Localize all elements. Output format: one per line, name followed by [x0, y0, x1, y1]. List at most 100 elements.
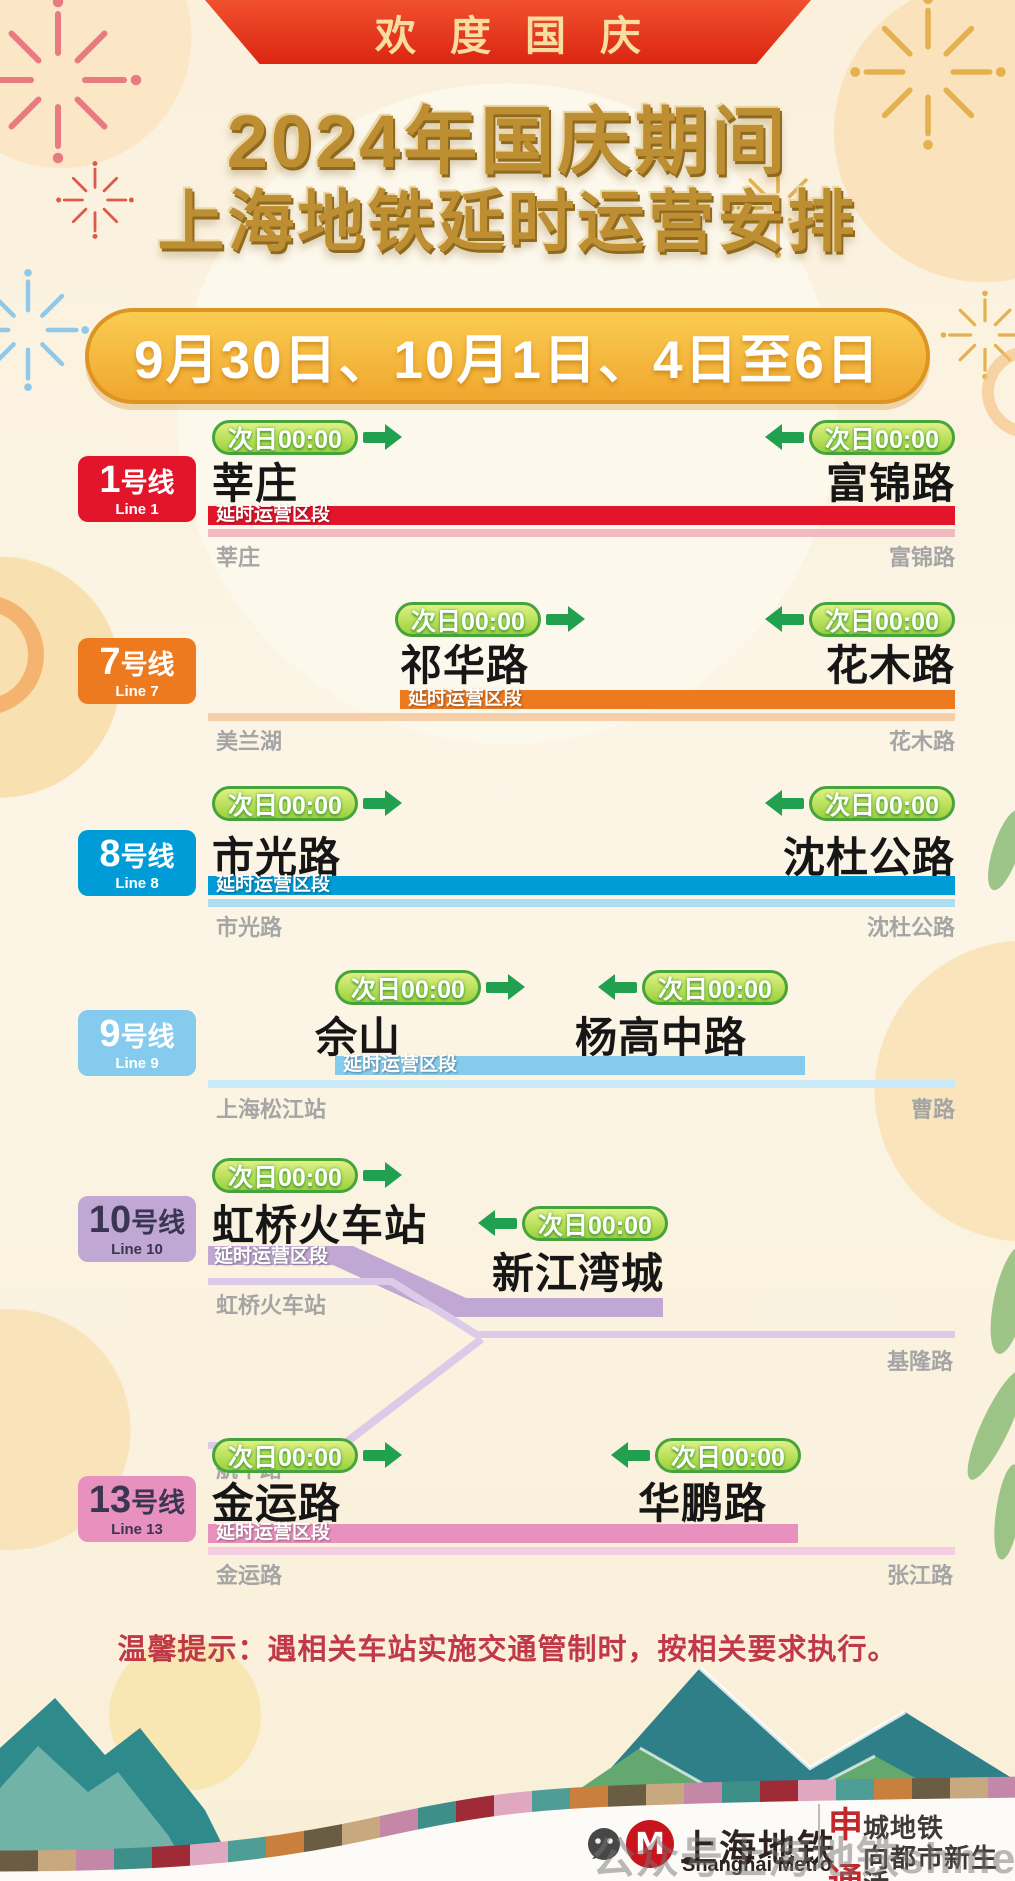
extended-time-text: 次日00:00 [809, 786, 955, 821]
left-terminal-name: 金运路 [216, 1563, 283, 1588]
extended-time-pill-right: 次日00:00 [762, 602, 955, 637]
watermark-text: 公众号上海地铁shmetro [592, 1835, 1015, 1881]
full-line-bar [208, 1080, 955, 1088]
full-line-bar [208, 899, 955, 907]
arrow-left-icon [780, 798, 805, 809]
arrow-right-icon [362, 424, 402, 450]
left-station-name: 祁华路 [400, 642, 530, 689]
line-number: 7 [99, 641, 121, 683]
line-8-badge: 8 号线 Line 8 [78, 830, 196, 896]
extended-segment-bar: 延时运营区段 [335, 1054, 805, 1075]
extended-time-text: 次日00:00 [212, 786, 358, 821]
extended-segment-bar: 延时运营区段 [208, 1522, 798, 1543]
extended-time-pill-left: 次日00:00 [212, 1158, 405, 1193]
line-number: 9 [99, 1013, 121, 1055]
right-station-name: 花木路 [825, 642, 955, 689]
line-suffix: 号线 [131, 1208, 186, 1238]
extended-time-text: 次日00:00 [335, 970, 481, 1005]
extended-segment-bar: 延时运营区段 [400, 688, 955, 709]
line-10-badge: 10 号线 Line 10 [78, 1196, 196, 1262]
line-8-badge-cn: 8 号线 [99, 835, 174, 873]
date-range-pill: 9月30日、10月1日、4日至6日 [85, 308, 930, 404]
left-station-name: 佘山 [315, 1014, 402, 1061]
extended-segment-bar: 延时运营区段 [208, 504, 955, 525]
left-station-name: 市光路 [212, 834, 342, 881]
extended-time-pill-right: 次日00:00 [608, 1438, 801, 1473]
left-station-name: 金运路 [212, 1480, 342, 1527]
arrow-right-icon [362, 1442, 402, 1468]
extended-time-pill-left: 次日00:00 [212, 420, 405, 455]
extended-time-text: 次日00:00 [212, 1158, 358, 1193]
line-suffix: 号线 [120, 842, 175, 872]
line-8-badge-en: Line 8 [115, 875, 159, 892]
line-suffix: 号线 [120, 1022, 175, 1052]
arrow-left-icon [626, 1450, 650, 1461]
line-7-badge-cn: 7 号线 [99, 643, 174, 681]
segment-label: 延时运营区段 [408, 688, 523, 709]
arrow-right-icon [362, 1162, 402, 1188]
extended-time-pill-left: 次日00:00 [212, 786, 405, 821]
date-range-text: 9月30日、10月1日、4日至6日 [134, 331, 881, 390]
right-terminal-name: 富锦路 [888, 545, 955, 570]
arrow-left-icon [613, 982, 637, 993]
left-terminal-name: 虹桥火车站 [216, 1293, 327, 1318]
left-station-name: 莘庄 [212, 460, 299, 507]
poster-title-line2: 上海地铁延时运营安排 [157, 185, 858, 260]
left-terminal-name: 莘庄 [216, 545, 261, 570]
line-suffix: 号线 [131, 1488, 186, 1518]
line-number: 1 [99, 459, 121, 501]
extended-time-pill-right: 次日00:00 [762, 420, 955, 455]
segment-label: 延时运营区段 [216, 504, 331, 525]
notice-text: 温馨提示：遇相关车站实施交通管制时，按相关要求执行。 [117, 1634, 898, 1666]
line-1-badge-en: Line 1 [115, 501, 159, 518]
arrow-left-icon [780, 432, 805, 443]
celebration-banner: 欢度国庆 [205, 0, 811, 64]
line-1-badge: 1 号线 Line 1 [78, 456, 196, 522]
line-1-badge-cn: 1 号线 [99, 461, 174, 499]
right-terminal-name: 沈杜公路 [866, 915, 955, 940]
arrow-left-icon [493, 1218, 517, 1229]
extended-time-pill-left: 次日00:00 [335, 970, 528, 1005]
extended-time-text: 次日00:00 [212, 420, 358, 455]
left-terminal-name: 市光路 [216, 915, 283, 940]
arrow-right-icon [485, 974, 525, 1000]
arrow-right-icon [545, 606, 585, 632]
right-terminal-name: 张江路 [886, 1563, 953, 1588]
line-10-badge-en: Line 10 [111, 1241, 163, 1258]
line-suffix: 号线 [120, 468, 175, 498]
segment-label: 延时运营区段 [216, 874, 331, 895]
extended-time-pill-left: 次日00:00 [212, 1438, 405, 1473]
extended-time-pill-right: 次日00:00 [595, 970, 788, 1005]
celebration-banner-text: 欢度国庆 [375, 13, 675, 59]
extended-segment-bar: 延时运营区段 [208, 874, 955, 895]
segment-label: 延时运营区段 [214, 1246, 329, 1267]
extended-segment-bar: 延时运营区段 [214, 1246, 328, 1267]
right-terminal-name: 基隆路 [886, 1349, 953, 1374]
line-number: 8 [99, 833, 121, 875]
full-line-bar [208, 529, 955, 537]
extended-time-text: 次日00:00 [655, 1438, 801, 1473]
line-7-badge: 7 号线 Line 7 [78, 638, 196, 704]
extended-time-pill-right: 次日00:00 [762, 786, 955, 821]
line-10-fork-track [208, 1246, 955, 1449]
line-number: 13 [88, 1479, 132, 1521]
arrow-right-icon [362, 790, 402, 816]
extended-time-text: 次日00:00 [522, 1206, 668, 1241]
right-station-name: 富锦路 [825, 460, 955, 507]
poster-title-line1: 2024年国庆期间 [226, 100, 789, 183]
full-line-bar [208, 713, 955, 721]
extended-time-text: 次日00:00 [395, 602, 541, 637]
right-terminal-name: 花木路 [888, 729, 955, 754]
left-station-name: 虹桥火车站 [212, 1202, 428, 1249]
full-line-bar [208, 1547, 955, 1555]
right-station-name: 华鹏路 [638, 1480, 768, 1527]
extended-time-text: 次日00:00 [642, 970, 788, 1005]
right-station-name: 杨高中路 [575, 1014, 748, 1061]
right-station-name: 沈杜公路 [782, 834, 955, 881]
right-terminal-name: 曹路 [910, 1097, 955, 1122]
arrow-left-icon [780, 614, 805, 625]
segment-label: 延时运营区段 [216, 1522, 331, 1543]
line-10-badge-cn: 10 号线 [89, 1201, 185, 1239]
line-9-badge-cn: 9 号线 [99, 1015, 174, 1053]
